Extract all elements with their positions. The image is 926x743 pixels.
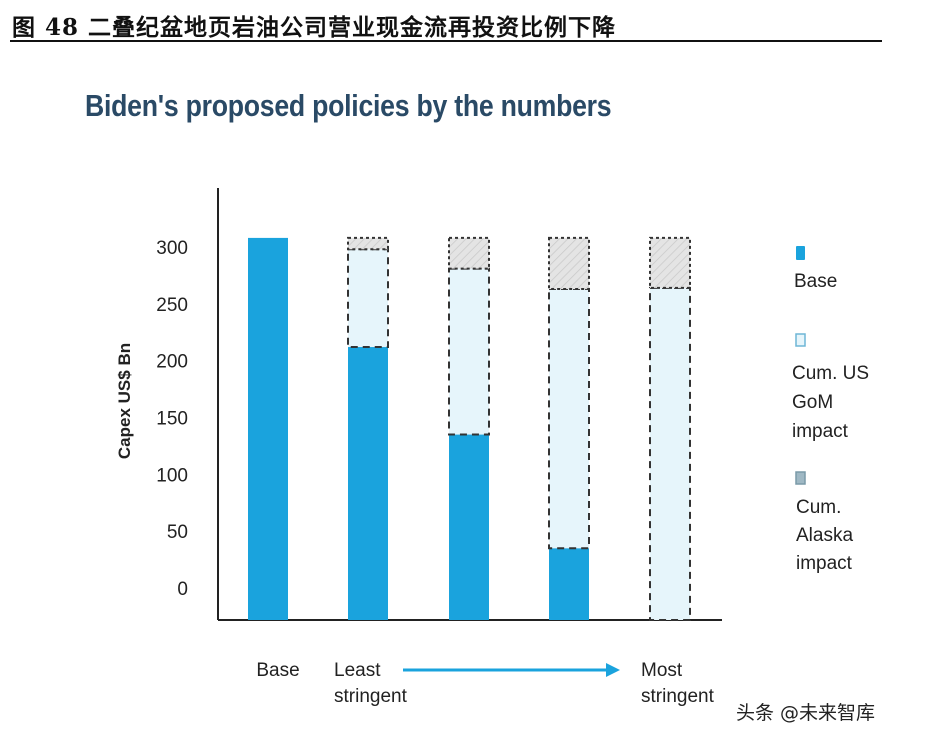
- y-tick-label: 250: [156, 295, 188, 316]
- caption-rule: [10, 40, 882, 42]
- bar-alaska-impact: [448, 236, 490, 270]
- bar-base: [248, 237, 288, 620]
- y-axis-label: Capex US$ Bn: [115, 343, 134, 459]
- bar-gom-impact: [548, 288, 590, 550]
- stringency-arrow-head: [606, 663, 620, 677]
- bar-base: [549, 548, 589, 620]
- bar-alaska-impact: [347, 236, 389, 251]
- legend-swatch-alaska: [795, 471, 806, 485]
- legend-swatch-base: [796, 246, 805, 260]
- bar-alaska-impact: [548, 236, 590, 291]
- y-tick-label: 200: [156, 352, 188, 373]
- most-stringent-label: Most stringent: [641, 660, 715, 707]
- bar-alaska-impact: [649, 236, 691, 289]
- y-tick-label: 300: [156, 238, 188, 259]
- bar-gom-impact: [649, 286, 691, 621]
- y-tick-label: 100: [156, 465, 188, 486]
- chart-title: Biden's proposed policies by the numbers: [85, 88, 612, 123]
- least-stringent-label: Least stringent: [334, 660, 408, 707]
- figure-caption: 图 48 二叠纪盆地页岩油公司营业现金流再投资比例下降: [12, 14, 617, 41]
- legend-label-base: Base: [794, 271, 837, 292]
- legend-swatch-gom: [795, 333, 806, 347]
- bar-gom-impact: [448, 267, 490, 436]
- y-tick-label: 150: [156, 409, 188, 430]
- bar-gom-impact: [347, 248, 389, 349]
- category-label-base: Base: [256, 660, 299, 681]
- bar-base: [348, 347, 388, 620]
- y-tick-label: 0: [177, 579, 188, 600]
- y-tick-label: 50: [167, 522, 188, 543]
- legend-label-gom: Cum. US GoM impact: [792, 363, 869, 442]
- watermark: 头条 @未来智库: [736, 702, 876, 724]
- bar-base: [449, 434, 489, 620]
- legend-label-alaska: Cum. Alaska impact: [796, 497, 853, 574]
